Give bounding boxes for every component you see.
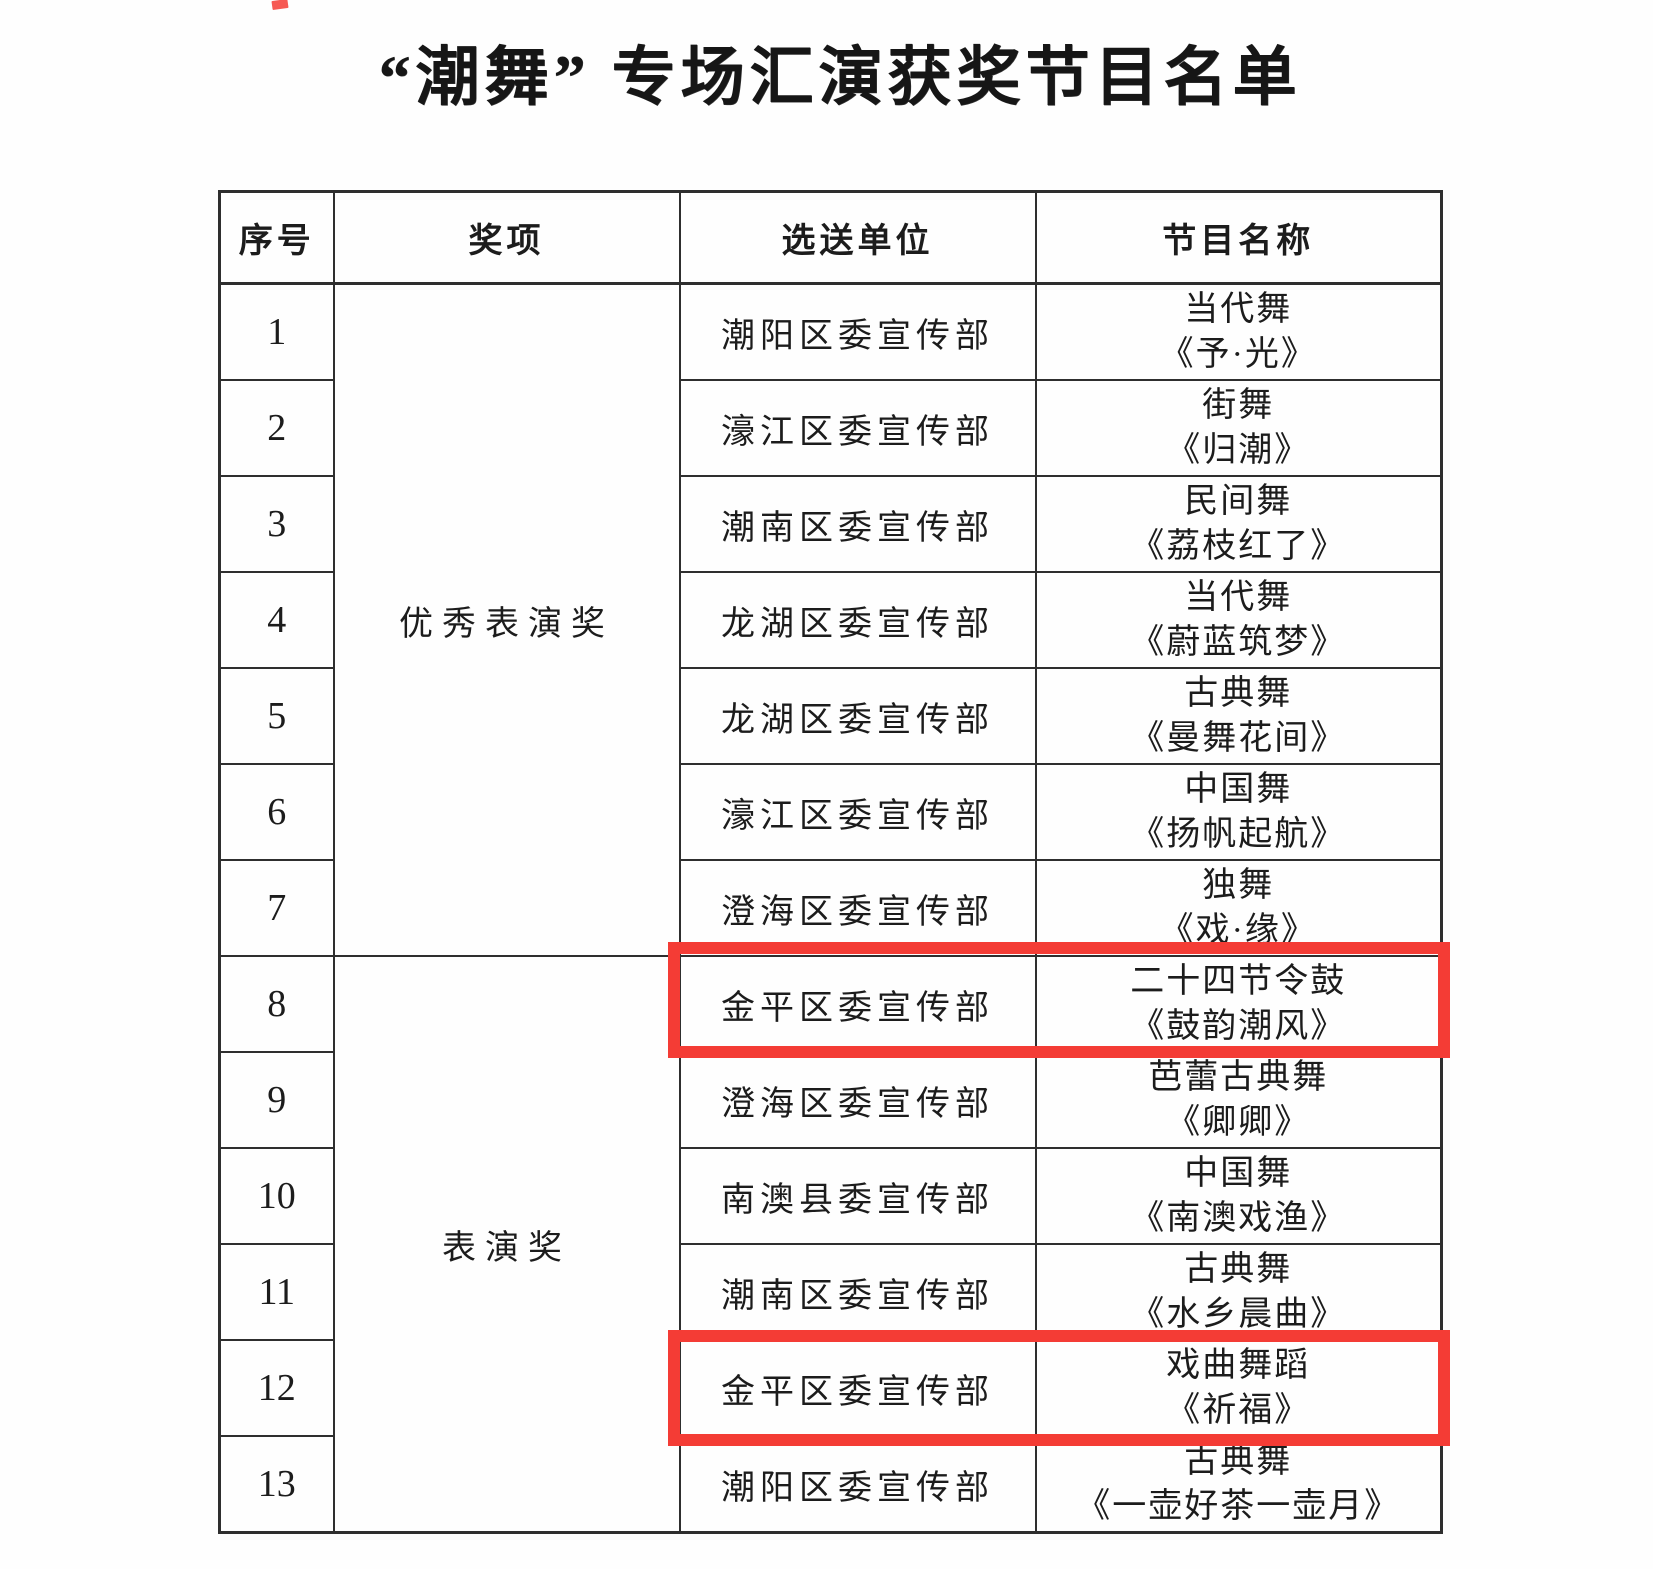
program-title: 《卿卿》 (1166, 1104, 1311, 1141)
program-cell: 戏曲舞蹈 《祈福》 (1034, 1339, 1443, 1437)
program-genre: 芭蕾古典舞 (1148, 1059, 1329, 1096)
program-cell: 中国舞 《南澳戏渔》 (1034, 1147, 1443, 1245)
unit-cell: 澄海区委宣传部 (678, 859, 1037, 957)
unit-cell: 潮南区委宣传部 (678, 475, 1037, 573)
table-row: 9 澄海区委宣传部 芭蕾古典舞 《卿卿》 (218, 1051, 1443, 1149)
program-title: 《鼓韵潮风》 (1130, 1008, 1347, 1045)
unit-cell: 金平区委宣传部 (678, 1339, 1037, 1437)
program-genre: 古典舞 (1184, 1443, 1293, 1480)
program-genre: 中国舞 (1184, 1155, 1293, 1192)
row-number-cell: 7 (218, 859, 335, 957)
row-number-cell: 13 (218, 1435, 335, 1534)
table-row: 2 濠江区委宣传部 街舞 《归潮》 (218, 379, 1443, 477)
unit-cell: 潮阳区委宣传部 (678, 282, 1037, 381)
program-genre: 独舞 (1202, 867, 1275, 904)
col-header-unit: 选送单位 (678, 190, 1037, 285)
program-cell: 当代舞 《予·光》 (1034, 282, 1443, 381)
page-title: “潮舞” 专场汇演获奖节目名单 (378, 42, 1302, 113)
unit-cell: 南澳县委宣传部 (678, 1147, 1037, 1245)
award-cell-excellent-performance: 优秀表演奖 (332, 282, 681, 957)
row-number-cell: 3 (218, 475, 335, 573)
table-row: 3 潮南区委宣传部 民间舞 《荔枝红了》 (218, 475, 1443, 573)
table-row: 13 潮阳区委宣传部 古典舞 《一壶好茶一壶月》 (218, 1435, 1443, 1534)
program-cell: 独舞 《戏·缘》 (1034, 859, 1443, 957)
program-cell: 二十四节令鼓 《鼓韵潮风》 (1034, 955, 1443, 1053)
program-cell: 当代舞 《蔚蓝筑梦》 (1034, 571, 1443, 669)
unit-cell: 澄海区委宣传部 (678, 1051, 1037, 1149)
unit-cell: 龙湖区委宣传部 (678, 667, 1037, 765)
row-number-cell: 10 (218, 1147, 335, 1245)
row-number-cell: 1 (218, 282, 335, 381)
row-number-cell: 9 (218, 1051, 335, 1149)
row-number-cell: 11 (218, 1243, 335, 1341)
program-genre: 当代舞 (1184, 291, 1293, 328)
program-cell: 中国舞 《扬帆起航》 (1034, 763, 1443, 861)
program-cell: 芭蕾古典舞 《卿卿》 (1034, 1051, 1443, 1149)
program-title: 《曼舞花间》 (1130, 720, 1347, 757)
program-cell: 民间舞 《荔枝红了》 (1034, 475, 1443, 573)
table-row: 1 优秀表演奖 潮阳区委宣传部 当代舞 《予·光》 (218, 282, 1443, 957)
row-number-cell: 5 (218, 667, 335, 765)
table-row: 4 龙湖区委宣传部 当代舞 《蔚蓝筑梦》 (218, 571, 1443, 669)
program-genre: 古典舞 (1184, 1251, 1293, 1288)
unit-cell: 龙湖区委宣传部 (678, 571, 1037, 669)
program-title: 《南澳戏渔》 (1130, 1200, 1347, 1237)
row-number-cell: 4 (218, 571, 335, 669)
red-scan-artifact (271, 0, 289, 11)
program-title: 《蔚蓝筑梦》 (1130, 624, 1347, 661)
award-cell-performance: 表演奖 (332, 955, 681, 1534)
program-title: 《水乡晨曲》 (1130, 1296, 1347, 1333)
program-cell: 古典舞 《一壶好茶一壶月》 (1034, 1435, 1443, 1534)
program-genre: 民间舞 (1184, 483, 1293, 520)
table-row-highlighted: 12 金平区委宣传部 戏曲舞蹈 《祈福》 (218, 1339, 1443, 1437)
table-row: 11 潮南区委宣传部 古典舞 《水乡晨曲》 (218, 1243, 1443, 1341)
program-title: 《戏·缘》 (1159, 912, 1317, 949)
program-genre: 戏曲舞蹈 (1166, 1347, 1311, 1384)
row-number-cell: 2 (218, 379, 335, 477)
program-genre: 古典舞 (1184, 675, 1293, 712)
table-row: 6 濠江区委宣传部 中国舞 《扬帆起航》 (218, 763, 1443, 861)
program-cell: 古典舞 《水乡晨曲》 (1034, 1243, 1443, 1341)
unit-cell: 濠江区委宣传部 (678, 379, 1037, 477)
table-row: 10 南澳县委宣传部 中国舞 《南澳戏渔》 (218, 1147, 1443, 1245)
program-cell: 街舞 《归潮》 (1034, 379, 1443, 477)
unit-cell: 濠江区委宣传部 (678, 763, 1037, 861)
unit-cell: 潮南区委宣传部 (678, 1243, 1037, 1341)
table-row: 5 龙湖区委宣传部 古典舞 《曼舞花间》 (218, 667, 1443, 765)
awards-table: 序号 奖项 选送单位 节目名称 1 优秀表演奖 潮阳区委宣传部 当代舞 《予·光… (218, 190, 1443, 1534)
row-number-cell: 12 (218, 1339, 335, 1437)
table-row-highlighted: 8 表演奖 金平区委宣传部 二十四节令鼓 《鼓韵潮风》 (218, 955, 1443, 1534)
program-title: 《祈福》 (1166, 1392, 1311, 1429)
awards-table-wrap: 序号 奖项 选送单位 节目名称 1 优秀表演奖 潮阳区委宣传部 当代舞 《予·光… (218, 190, 1450, 1534)
program-title: 《荔枝红了》 (1130, 528, 1347, 565)
col-header-number: 序号 (218, 190, 335, 285)
unit-cell: 金平区委宣传部 (678, 955, 1037, 1053)
program-genre: 街舞 (1202, 387, 1275, 424)
program-title: 《归潮》 (1166, 432, 1311, 469)
program-genre: 中国舞 (1184, 771, 1293, 808)
col-header-award: 奖项 (332, 190, 681, 285)
program-cell: 古典舞 《曼舞花间》 (1034, 667, 1443, 765)
col-header-program: 节目名称 (1034, 190, 1443, 285)
unit-cell: 潮阳区委宣传部 (678, 1435, 1037, 1534)
program-title: 《一壶好茶一壶月》 (1076, 1488, 1401, 1525)
row-number-cell: 8 (218, 955, 335, 1053)
row-number-cell: 6 (218, 763, 335, 861)
program-genre: 二十四节令鼓 (1130, 963, 1347, 1000)
program-genre: 当代舞 (1184, 579, 1293, 616)
header-row: 序号 奖项 选送单位 节目名称 (218, 190, 1443, 285)
program-title: 《扬帆起航》 (1130, 816, 1347, 853)
program-title: 《予·光》 (1159, 336, 1317, 373)
